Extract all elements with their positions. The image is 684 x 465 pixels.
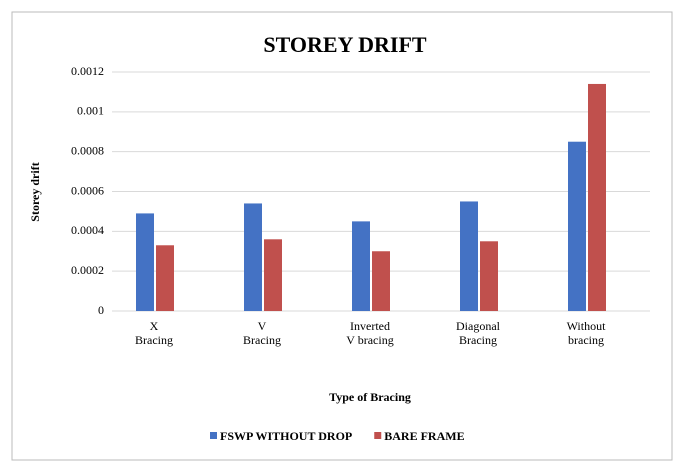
legend-label: FSWP WITHOUT DROP bbox=[220, 429, 352, 443]
legend-label: BARE FRAME bbox=[384, 429, 464, 443]
y-tick-label: 0.0002 bbox=[71, 263, 104, 277]
y-tick-label: 0.0012 bbox=[71, 64, 104, 78]
x-axis-label: Type of Bracing bbox=[329, 390, 411, 404]
chart-border bbox=[11, 11, 673, 461]
bar bbox=[568, 141, 586, 311]
x-tick-label: V Bracing bbox=[243, 319, 281, 347]
y-tick-label: 0.0008 bbox=[71, 143, 104, 157]
bar bbox=[372, 251, 390, 311]
x-tick-label: X Bracing bbox=[135, 319, 173, 347]
legend-swatch bbox=[374, 432, 382, 439]
legend-swatch bbox=[210, 432, 217, 439]
y-tick-label: 0 bbox=[98, 303, 104, 317]
y-tick-label: 0.0004 bbox=[71, 223, 104, 237]
x-tick-label: Diagonal Bracing bbox=[456, 319, 500, 347]
y-tick-label: 0.0006 bbox=[71, 183, 104, 197]
y-axis-label: Storey drift bbox=[28, 162, 42, 221]
bar bbox=[136, 213, 154, 311]
bar bbox=[480, 241, 498, 311]
bar bbox=[460, 201, 478, 311]
bar bbox=[588, 83, 606, 311]
bar bbox=[352, 221, 370, 311]
bar bbox=[244, 203, 262, 311]
chart-title: STOREY DRIFT bbox=[263, 32, 427, 57]
y-tick-label: 0.001 bbox=[77, 104, 104, 118]
x-tick-label: Without bracing bbox=[566, 319, 606, 347]
x-tick-label: Inverted V bracing bbox=[346, 319, 394, 347]
bar bbox=[156, 245, 174, 311]
bar bbox=[264, 239, 282, 311]
